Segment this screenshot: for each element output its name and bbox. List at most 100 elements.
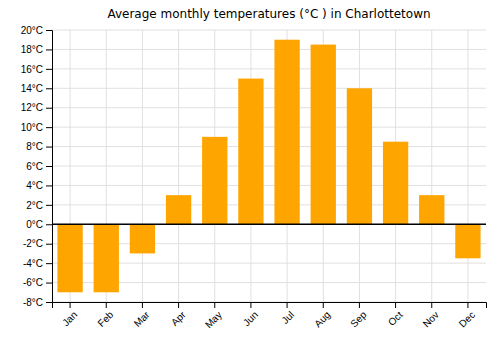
- y-tick-label: 0°C: [26, 219, 43, 230]
- y-tick-mark: [46, 69, 52, 70]
- y-tick: 12°C: [21, 102, 52, 113]
- grid-line: [52, 30, 486, 31]
- x-tick: Jul: [279, 302, 296, 326]
- y-tick: 16°C: [21, 64, 52, 75]
- grid-line: [52, 166, 486, 167]
- y-tick-mark: [46, 108, 52, 109]
- y-tick: 8°C: [26, 141, 52, 152]
- x-tick-label: Sep: [348, 309, 369, 330]
- y-tick-label: 8°C: [26, 141, 43, 152]
- chart: Jan Feb Mar Apr May Jun Jul Aug Sep Oct Nov Dec -8°C…: [0, 0, 500, 350]
- bar: [455, 224, 480, 258]
- y-tick: 0°C: [26, 219, 52, 230]
- grid-line: [178, 30, 179, 302]
- y-tick-mark: [46, 263, 52, 264]
- y-tick: 10°C: [21, 122, 52, 133]
- y-tick-label: 20°C: [21, 25, 43, 36]
- x-tick-label: Jul: [279, 309, 296, 326]
- x-tick-mark: [287, 302, 288, 308]
- x-tick: Jan: [60, 302, 79, 328]
- y-tick-mark: [46, 224, 52, 225]
- grid: [52, 30, 486, 302]
- grid-line: [52, 68, 486, 69]
- y-tick-mark: [46, 166, 52, 167]
- x-tick-mark: [395, 302, 396, 308]
- bar: [94, 224, 119, 292]
- x-tick: Apr: [169, 302, 188, 328]
- x-tick-label: Jan: [60, 309, 79, 328]
- x-tick-mark: [70, 302, 71, 308]
- zero-line: [52, 224, 486, 226]
- x-tick-mark: [323, 302, 324, 308]
- y-tick-mark: [46, 205, 52, 206]
- grid-line: [52, 107, 486, 108]
- grid-line: [52, 49, 486, 50]
- y-axis: -8°C -6°C -4°C -2°C 0°C 2°C 4°C 6°C 8°C 10°C 12°C 1…: [21, 25, 53, 308]
- x-tick-mark: [142, 302, 143, 308]
- x-tick: Nov: [421, 302, 441, 329]
- y-tick-mark: [46, 147, 52, 148]
- y-tick-label: 4°C: [26, 180, 43, 191]
- grid-line: [142, 30, 143, 302]
- y-tick: 14°C: [21, 83, 52, 94]
- bar: [166, 195, 191, 224]
- y-tick: -8°C: [23, 297, 52, 308]
- x-tick-mark: [106, 302, 107, 308]
- x-tick-mark: [178, 302, 179, 308]
- x-tick-label: Jun: [241, 309, 260, 328]
- bar: [347, 88, 372, 224]
- grid-line: [52, 185, 486, 186]
- y-tick: 6°C: [26, 161, 52, 172]
- title: Average monthly temperatures (°C ) in Ch…: [107, 7, 430, 21]
- x-tick-label: Feb: [95, 309, 115, 329]
- x-tick-mark: [214, 302, 215, 308]
- x-tick-mark: [250, 302, 251, 308]
- grid-line: [52, 88, 486, 89]
- bar: [202, 137, 227, 224]
- y-tick: -6°C: [23, 277, 52, 288]
- axis-line: [46, 31, 53, 303]
- y-tick-label: 2°C: [26, 200, 43, 211]
- x-tick-label: Aug: [312, 309, 332, 329]
- bar: [419, 195, 444, 224]
- bar: [130, 224, 155, 253]
- x-tick: Sep: [348, 302, 369, 329]
- x-tick: May: [203, 302, 224, 330]
- x-tick-mark: [431, 302, 432, 308]
- y-tick-mark: [46, 30, 52, 31]
- y-tick-mark: [46, 283, 52, 284]
- y-tick: 18°C: [21, 44, 52, 55]
- x-tick-label: May: [203, 309, 224, 330]
- y-tick-mark: [46, 244, 52, 245]
- x-tick-mark: [467, 302, 468, 308]
- axis-line: [53, 303, 487, 309]
- y-tick-label: -8°C: [23, 297, 43, 308]
- y-tick-mark: [46, 302, 52, 303]
- y-tick: 4°C: [26, 180, 52, 191]
- bar: [238, 79, 263, 225]
- grid-line: [52, 127, 486, 128]
- grid-line: [431, 30, 432, 302]
- grid-line: [467, 30, 468, 302]
- bar: [57, 224, 82, 292]
- y-tick-mark: [46, 127, 52, 128]
- y-tick-label: 10°C: [21, 122, 43, 133]
- x-tick-mark: [359, 302, 360, 308]
- y-tick-label: 18°C: [21, 44, 43, 55]
- x-tick-label: Apr: [169, 309, 188, 328]
- y-tick: 20°C: [21, 25, 52, 36]
- y-tick: -4°C: [23, 258, 52, 269]
- x-tick: Dec: [457, 302, 477, 329]
- y-tick-label: 14°C: [21, 83, 43, 94]
- y-tick-label: -2°C: [23, 238, 43, 249]
- x-tick: Oct: [386, 302, 405, 328]
- x-tick: Jun: [241, 302, 260, 328]
- bar: [274, 40, 299, 225]
- y-tick-label: -4°C: [23, 258, 43, 269]
- x-tick: Mar: [132, 302, 152, 329]
- x-tick-label: Nov: [421, 309, 441, 329]
- x-tick: Aug: [312, 302, 332, 329]
- x-tick-label: Oct: [386, 309, 405, 328]
- y-tick-label: 16°C: [21, 64, 43, 75]
- x-axis: Jan Feb Mar Apr May Jun Jul Aug Sep Oct Nov Dec: [53, 302, 487, 330]
